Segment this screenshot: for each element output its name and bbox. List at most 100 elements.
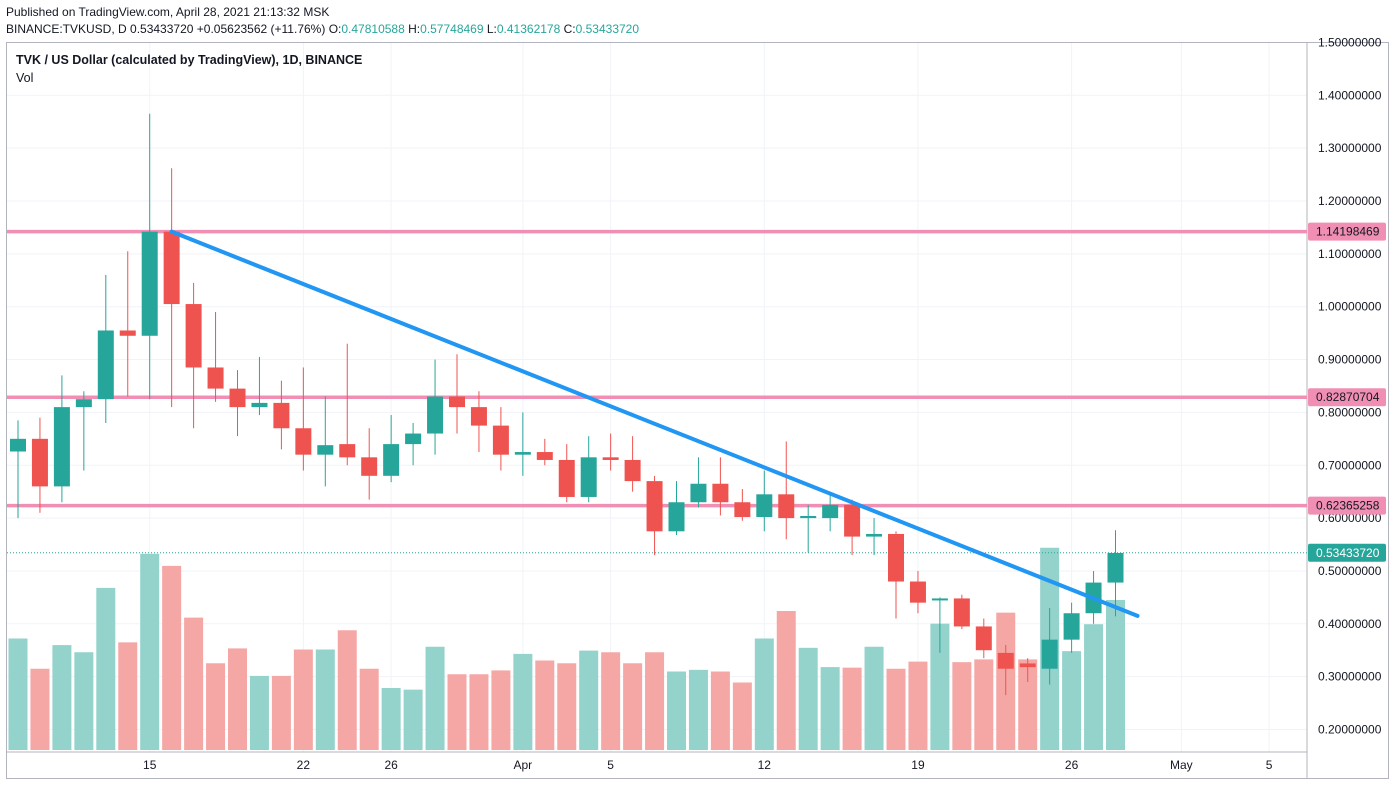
candle-body [295,428,312,455]
level-price-badge [1308,496,1386,515]
volume-bar [425,646,445,750]
y-tick-label: 0.60000000 [1318,511,1382,525]
volume-bar [842,667,862,750]
open-value: 0.47810588 [341,22,405,36]
volume-bar [140,553,160,750]
volume-bar [381,688,401,750]
level-price-badge [1308,388,1386,407]
candle-body [514,452,531,455]
volume-bar [754,638,774,750]
last-price-badge [1308,543,1386,562]
candle-body [185,304,202,368]
y-tick-label: 0.40000000 [1318,617,1382,631]
volume-bar [864,646,884,750]
volume-bar [1106,600,1125,750]
volume-bar [8,638,28,750]
candle-body [997,652,1014,669]
candle-body [361,457,378,476]
candle-body [800,515,817,519]
volume-bar [491,670,511,750]
candle-body [778,494,795,519]
volume-bar [52,645,72,750]
y-tick-label: 0.90000000 [1318,353,1382,367]
x-tick-label: 26 [1065,758,1079,772]
volume-bar [930,623,950,750]
volume-bar [337,630,357,750]
volume-bar [447,674,467,750]
candle-body [251,402,268,408]
y-tick-label: 0.70000000 [1318,458,1382,472]
volume-bar [118,642,138,750]
candle-body [1107,552,1124,583]
y-tick-label: 1.30000000 [1318,141,1382,155]
level-price-label: 0.62365258 [1316,499,1380,513]
volume-bar [271,675,291,750]
y-tick-label: 1.20000000 [1318,194,1382,208]
volume-bar [206,663,226,750]
level-price-label: 0.82870704 [1316,390,1380,404]
symbol-line: BINANCE:TVKUSD, D [6,22,127,36]
candle-body [668,502,685,532]
candle-body [844,504,861,537]
candle-body [1019,663,1036,668]
volume-legend: Vol [16,71,34,85]
volume-bar [535,660,555,750]
x-tick-label: May [1170,758,1193,772]
y-tick-label: 0.20000000 [1318,723,1382,737]
candle-body [207,367,224,389]
volume-bar [710,671,730,750]
close-label: C: [563,22,576,36]
candle-body [75,399,92,408]
candle-body [229,388,246,408]
volume-bar [403,689,423,750]
level-price-badge [1308,222,1386,241]
volume-bar [30,668,50,750]
volume-bar [688,669,708,750]
volume-bar [798,647,818,750]
volume-bar [469,674,489,750]
x-tick-label: 15 [143,758,157,772]
trendline [169,229,1140,618]
candle-body [163,231,180,305]
x-tick-label: 22 [297,758,311,772]
candle-body [536,452,553,460]
candle-body [624,459,641,482]
change-text: +0.05623562 (+11.76%) [196,22,326,36]
candle-body [975,626,992,651]
candle-body [53,407,70,487]
candle-body [449,396,465,408]
close-value: 0.53433720 [575,22,640,36]
candle-body [119,330,136,336]
candle-body [734,502,751,518]
y-tick-label: 1.40000000 [1318,88,1382,102]
volume-bar [820,667,840,750]
volume-bar [908,661,928,750]
volume-bar [645,652,665,750]
volume-bar [1062,651,1082,750]
y-tick-label: 0.30000000 [1318,670,1382,684]
volume-bar [667,671,686,750]
x-tick-label: 5 [1266,758,1273,772]
candle-body [427,396,444,434]
volume-bar [315,649,335,750]
x-tick-label: 19 [911,758,925,772]
candle-body [756,494,773,518]
volume-bar [579,650,599,750]
last-price-label: 0.53433720 [1316,546,1380,560]
volume-bar [952,662,972,750]
volume-bar [974,659,994,750]
candle-body [492,425,509,455]
volume-bar [249,675,269,750]
candle-body [558,459,575,497]
ohlc-readout: BINANCE:TVKUSD, D 0.53433720 +0.05623562… [6,22,639,36]
chart-legend-title: TVK / US Dollar (calculated by TradingVi… [16,53,363,67]
x-tick-label: 12 [758,758,772,772]
open-label: O: [328,22,342,36]
high-value: 0.57748469 [420,22,484,36]
volume-bar [776,611,796,750]
candle-body [405,433,422,445]
volume-bar [162,565,182,750]
level-price-label: 1.14198469 [1316,225,1380,239]
candle-body [1063,613,1080,640]
